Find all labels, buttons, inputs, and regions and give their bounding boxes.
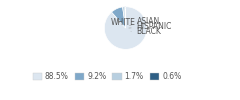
Wedge shape — [104, 7, 147, 49]
Text: WHITE: WHITE — [110, 18, 135, 27]
Text: HISPANIC: HISPANIC — [129, 22, 172, 31]
Text: BLACK: BLACK — [131, 27, 162, 36]
Wedge shape — [123, 7, 126, 28]
Wedge shape — [125, 7, 126, 28]
Wedge shape — [112, 7, 126, 28]
Legend: 88.5%, 9.2%, 1.7%, 0.6%: 88.5%, 9.2%, 1.7%, 0.6% — [30, 69, 184, 84]
Text: ASIAN: ASIAN — [130, 17, 160, 26]
